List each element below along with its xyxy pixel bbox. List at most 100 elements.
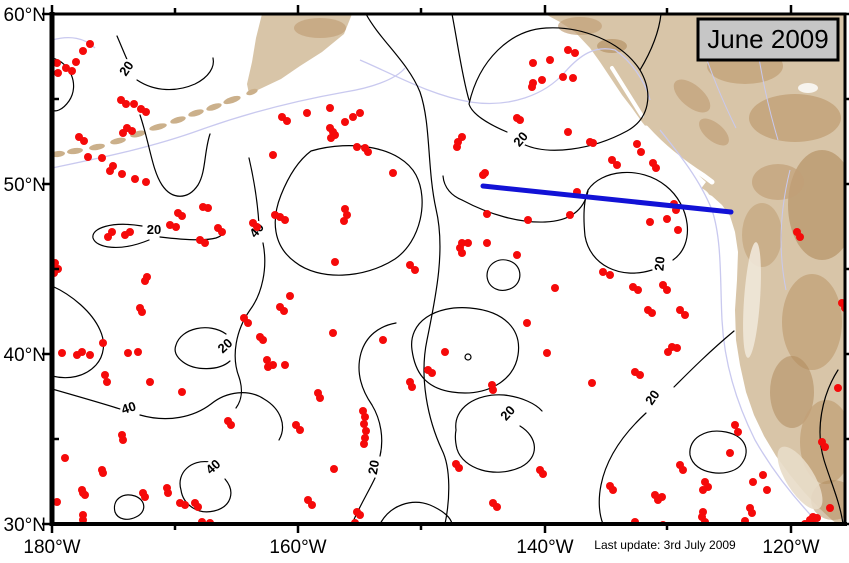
land-relief-texture <box>294 17 845 520</box>
contour-label: 20 <box>365 459 382 476</box>
lat-label: 30°N <box>4 515 46 536</box>
drifter-dot <box>178 212 186 220</box>
drifter-dot <box>61 454 69 462</box>
drifter-dot <box>546 56 554 64</box>
drifter-dot <box>406 261 414 269</box>
drifter-dot <box>343 211 351 219</box>
drifter-dot <box>119 436 127 444</box>
drifter-dot <box>340 217 348 225</box>
drifter-dot <box>204 204 212 212</box>
drifter-dot <box>458 249 466 257</box>
drifter-dot <box>606 271 614 279</box>
drifter-dot <box>201 239 209 247</box>
drifter-dot <box>559 73 567 81</box>
drifter-dot <box>813 514 821 522</box>
drifter-dot <box>834 384 842 392</box>
drifter-dot <box>119 129 127 137</box>
drifter-dot <box>54 69 62 77</box>
drifter-dots <box>52 40 845 524</box>
drifter-dot <box>634 286 642 294</box>
drifter-dot <box>62 64 70 72</box>
drifter-dot <box>513 251 521 259</box>
drifter-dot <box>543 349 551 357</box>
drifter-dot <box>360 420 368 428</box>
drifter-dot <box>58 349 66 357</box>
drifter-dot <box>99 469 107 477</box>
drifter-dot <box>673 344 681 352</box>
lon-label: 140°W <box>516 537 573 558</box>
drifter-dot <box>329 329 337 337</box>
drifter-dot <box>538 76 546 84</box>
drifter-dot <box>589 139 597 147</box>
lat-label: 50°N <box>4 175 46 196</box>
drifter-dot <box>181 501 189 509</box>
drifter-dot <box>731 421 739 429</box>
drifter-dot <box>142 108 150 116</box>
title-box: June 2009 <box>696 17 840 62</box>
drifter-dot <box>493 503 501 511</box>
drifter-dot <box>599 268 607 276</box>
drifter-dot <box>80 137 88 145</box>
drifter-dot <box>86 40 94 48</box>
drifter-dot <box>749 478 757 486</box>
drifter-dot <box>681 311 689 319</box>
drifter-dot <box>99 339 107 347</box>
drifter-dot <box>453 143 461 151</box>
drifter-dot <box>227 421 235 429</box>
drifter-dot <box>280 307 288 315</box>
drifter-dot <box>609 486 617 494</box>
shelf-outlines <box>52 37 821 524</box>
lon-label: 180°W <box>23 537 80 558</box>
drifter-dot <box>141 277 149 285</box>
drifter-dot <box>296 426 304 434</box>
contour-lines <box>52 14 844 524</box>
drifter-dot <box>658 493 666 501</box>
drifter-dot <box>68 67 76 75</box>
drifter-dot <box>608 156 616 164</box>
drifter-dot <box>138 308 146 316</box>
tick-marks <box>42 5 849 533</box>
drifter-dot <box>379 336 387 344</box>
drifter-dot <box>726 449 734 457</box>
drifter-dot <box>441 348 449 356</box>
drifter-dot <box>479 171 487 179</box>
drifter-dot <box>341 118 349 126</box>
drifter-dot <box>821 443 829 451</box>
ship-track-line <box>480 183 734 215</box>
drifter-dot <box>259 336 267 344</box>
contour-label: 20 <box>651 256 667 272</box>
drifter-dot <box>636 371 644 379</box>
drifter-dot <box>126 228 134 236</box>
drifter-dot <box>411 266 419 274</box>
drifter-dot <box>53 59 61 67</box>
drifter-dot <box>663 286 671 294</box>
aleutian-islands <box>52 88 258 158</box>
drifter-dot <box>564 46 572 54</box>
drifter-dot <box>455 464 463 472</box>
drifter-dot <box>408 383 416 391</box>
drifter-dot <box>98 154 106 162</box>
drifter-dot <box>146 378 154 386</box>
drifter-dot <box>648 309 656 317</box>
drifter-dot <box>108 228 116 236</box>
drifter-dot <box>646 218 654 226</box>
drifter-dot <box>316 394 324 402</box>
drifter-dot <box>566 211 574 219</box>
lon-label: 120°W <box>762 537 819 558</box>
lat-label: 60°N <box>4 5 46 26</box>
drifter-dot <box>134 348 142 356</box>
drifter-dot <box>124 349 132 357</box>
drifter-dot <box>53 498 61 506</box>
drifter-dot <box>489 386 497 394</box>
drifter-dot <box>331 258 339 266</box>
drifter-dot <box>244 319 252 327</box>
drifter-dot <box>734 428 742 436</box>
drifter-dot <box>141 493 149 501</box>
drifter-dot <box>523 319 531 327</box>
drifter-dot <box>78 348 86 356</box>
drifter-dot <box>361 434 369 442</box>
drifter-dot <box>483 210 491 218</box>
drifter-dot <box>101 371 109 379</box>
